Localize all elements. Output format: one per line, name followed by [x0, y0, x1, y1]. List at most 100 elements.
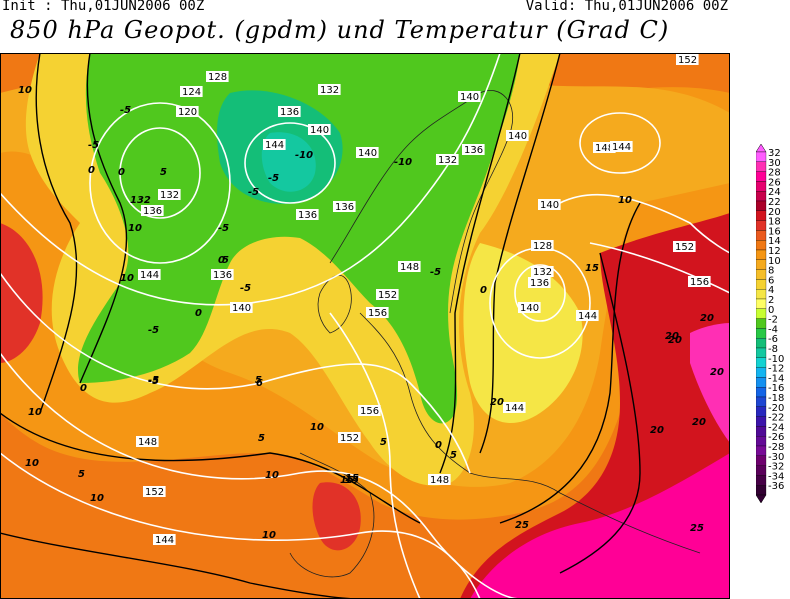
legend-label: 12	[768, 246, 781, 257]
geopotential-label: 140	[460, 92, 479, 103]
geopotential-label: 136	[143, 206, 162, 217]
geopotential-label: 140	[520, 303, 539, 314]
geopotential-contours	[0, 53, 730, 599]
geopotential-label: 120	[178, 107, 197, 118]
isotherm-label: 0	[435, 440, 442, 451]
geopotential-label: 144	[265, 140, 284, 151]
legend-label: -28	[768, 442, 784, 453]
geopotential-label-bg	[176, 106, 199, 117]
temp-field-16-south	[312, 482, 361, 551]
isotherm-label: -5	[148, 325, 159, 336]
isotherm-label: 20	[710, 367, 724, 378]
geopotential-label-bg	[318, 84, 341, 95]
geopotential-label-bg	[136, 436, 159, 447]
legend-label: 18	[768, 217, 781, 228]
legend-label: -18	[768, 393, 784, 404]
geopotential-label: 128	[208, 72, 227, 83]
legend-label: -22	[768, 413, 784, 424]
geopotential-label-bg	[296, 209, 319, 220]
isotherm-label: -5	[120, 105, 131, 116]
isotherm-label: 10	[28, 407, 42, 418]
geopotential-label: 132	[160, 190, 179, 201]
temp-field-28	[690, 323, 730, 443]
legend-label: -10	[768, 354, 784, 365]
isotherm-label: -5	[240, 283, 251, 294]
geopotential-label: 136	[530, 278, 549, 289]
geopotential-label: 128	[533, 241, 552, 252]
geopotential-label-bg	[158, 189, 181, 200]
isotherm-label: 20	[665, 331, 679, 342]
coastline-europe	[359, 312, 701, 554]
geopotential-label: 140	[310, 125, 329, 136]
legend-label: -20	[768, 403, 784, 414]
legend-swatch	[756, 269, 767, 280]
geopotential-label-bg	[673, 241, 696, 252]
geopotential-label: 140	[358, 148, 377, 159]
legend-swatch	[756, 289, 767, 300]
isotherm-label: 5	[258, 433, 265, 444]
geopotential-label-bg	[138, 269, 161, 280]
legend-label: -4	[768, 324, 778, 335]
geopotential-label-bg	[531, 266, 554, 277]
geopotential-label: 144	[505, 403, 524, 414]
isotherm-label: 15	[345, 475, 359, 486]
geopotential-label-bg	[143, 486, 166, 497]
isotherm-label: -5	[148, 375, 159, 386]
legend-arrow-top	[756, 144, 767, 153]
isotherm-label: 10	[120, 273, 134, 284]
geopotential-label: 144	[140, 270, 159, 281]
isotherm-label: 10	[618, 195, 632, 206]
init-time: Init : Thu,01JUN2006 00Z	[2, 0, 205, 14]
legend-label: 24	[768, 187, 781, 198]
map-title: 850 hPa Geopot. (gpdm) und Temperatur (G…	[10, 16, 670, 44]
color-legend: 32302826242220181614121086420-2-4-6-8-10…	[756, 144, 784, 504]
isotherm-label: -5	[148, 376, 159, 387]
geopotential-label: 152	[675, 242, 694, 253]
geopotential-label: 136	[335, 202, 354, 213]
coastline-scandinavia	[329, 90, 514, 314]
legend-label: -14	[768, 373, 784, 384]
geopotential-label-bg	[436, 154, 459, 165]
legend-swatch	[756, 308, 767, 319]
legend-swatch	[756, 485, 767, 496]
isotherm-label: 0	[80, 383, 87, 394]
geopotential-labels: 1281241201321361401321361401441361401441…	[136, 54, 711, 546]
legend-label: 28	[768, 168, 781, 179]
isotherm-label: 20	[650, 425, 664, 436]
temp-field-16	[0, 223, 43, 363]
geopotential-label-bg	[338, 432, 361, 443]
legend-swatch	[756, 367, 767, 378]
legend-swatch	[756, 151, 767, 162]
isotherm-label: 0	[88, 165, 95, 176]
geopotential-label: 136	[464, 145, 483, 156]
legend-label: -12	[768, 364, 784, 375]
legend-label: 32	[768, 148, 781, 159]
geopotential-label: 132	[533, 267, 552, 278]
legend-swatch	[756, 426, 767, 437]
isotherm-label: 15	[585, 263, 599, 274]
geopotential-label-bg	[358, 405, 381, 416]
geopotential-label: 148	[138, 437, 157, 448]
geopotential-label-bg	[503, 402, 526, 413]
geopotential-label-bg	[518, 302, 541, 313]
isotherm-label: -5	[218, 223, 229, 234]
geopotential-label: 124	[182, 87, 201, 98]
legend-label: 30	[768, 158, 781, 169]
geopotential-label-bg	[263, 139, 286, 150]
geopotential-label-bg	[333, 201, 356, 212]
legend-label: 10	[768, 256, 781, 267]
geopotential-label: 136	[298, 210, 317, 221]
legend-swatch	[756, 338, 767, 349]
isotherm-label: 20	[700, 313, 714, 324]
geopotential-label: 148	[595, 143, 614, 154]
geopotential-label-bg	[211, 269, 234, 280]
temp-field-26	[470, 453, 730, 599]
legend-swatch	[756, 210, 767, 221]
geopotential-label: 136	[213, 270, 232, 281]
geopotential-label-bg	[230, 302, 253, 313]
geopotential-label: 132	[320, 85, 339, 96]
legend-swatch	[756, 396, 767, 407]
isotherm-label: 10	[310, 422, 324, 433]
legend-swatch	[756, 220, 767, 231]
